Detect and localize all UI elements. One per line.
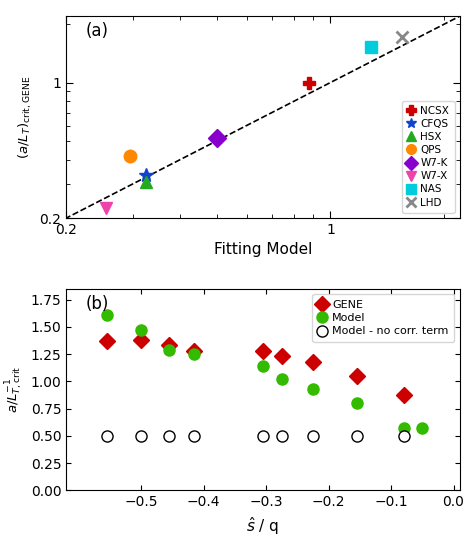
- Line: Model: Model: [101, 309, 428, 434]
- GENE: [166, 342, 172, 349]
- Line: GENE: GENE: [101, 334, 409, 400]
- Model: [419, 425, 425, 432]
- GENE: [354, 372, 360, 379]
- GENE: [260, 348, 266, 355]
- GENE: [104, 338, 110, 344]
- Model: [279, 376, 285, 383]
- Model - no corr. term: [138, 433, 144, 439]
- Legend: NCSX, CFQS, HSX, QPS, W7-K, W7-X, NAS, LHD: NCSX, CFQS, HSX, QPS, W7-K, W7-X, NAS, L…: [402, 100, 455, 213]
- GENE: [401, 392, 406, 398]
- X-axis label: $\hat{s}$ / q: $\hat{s}$ / q: [246, 515, 280, 537]
- Model: [104, 312, 110, 318]
- Model: [166, 347, 172, 354]
- Model - no corr. term: [279, 433, 285, 439]
- Model: [260, 363, 266, 369]
- GENE: [191, 348, 197, 354]
- Y-axis label: $a/L_{T,\rm crit}^{-1}$: $a/L_{T,\rm crit}^{-1}$: [3, 366, 25, 413]
- Model - no corr. term: [191, 433, 197, 439]
- Model - no corr. term: [310, 433, 316, 439]
- Line: Model - no corr. term: Model - no corr. term: [101, 430, 409, 441]
- Text: (b): (b): [86, 295, 109, 313]
- Model - no corr. term: [104, 433, 110, 439]
- Model - no corr. term: [260, 433, 266, 439]
- Model: [138, 327, 144, 333]
- Model: [191, 351, 197, 357]
- GENE: [279, 353, 285, 360]
- GENE: [138, 337, 144, 343]
- Model - no corr. term: [354, 433, 360, 439]
- Model - no corr. term: [166, 433, 172, 439]
- X-axis label: Fitting Model: Fitting Model: [214, 243, 312, 258]
- Model - no corr. term: [401, 433, 406, 439]
- Y-axis label: $(a/L_T)_{\rm crit,GENE}$: $(a/L_T)_{\rm crit,GENE}$: [17, 75, 34, 159]
- Legend: GENE, Model, Model - no corr. term: GENE, Model, Model - no corr. term: [312, 294, 454, 342]
- Model: [401, 425, 406, 432]
- Model: [354, 400, 360, 406]
- Model: [310, 386, 316, 392]
- Text: (a): (a): [86, 22, 109, 40]
- GENE: [310, 358, 316, 365]
